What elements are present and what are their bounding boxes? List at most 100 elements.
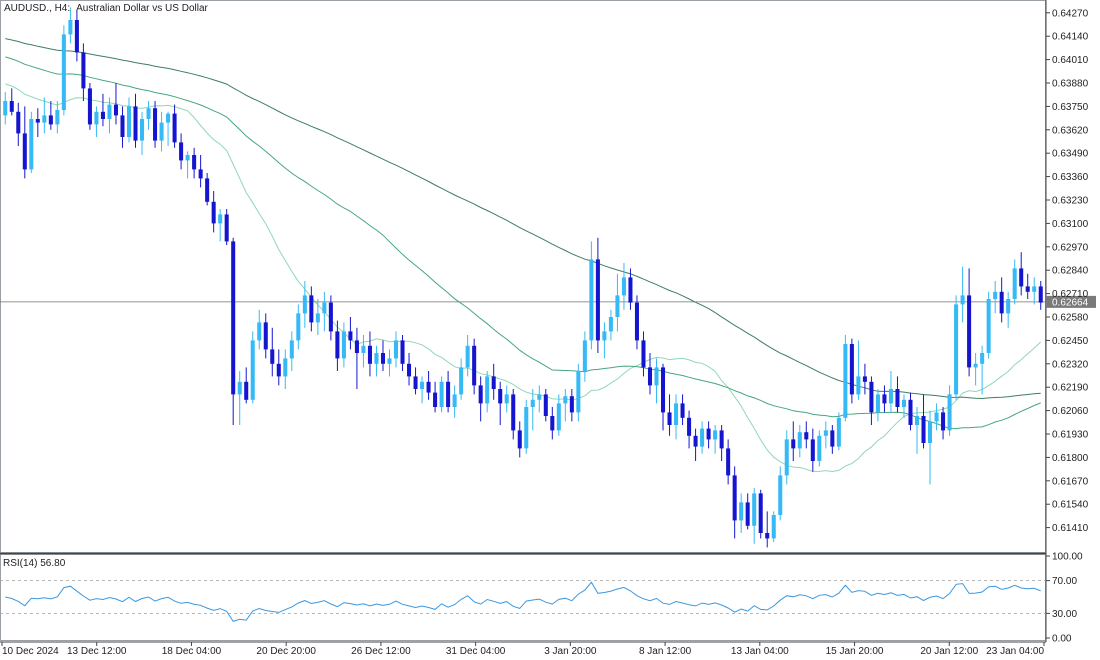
candle-body[interactable] xyxy=(16,111,21,134)
candle-body[interactable] xyxy=(179,142,184,161)
candle-body[interactable] xyxy=(35,119,40,123)
candle-body[interactable] xyxy=(120,115,125,137)
candle-body[interactable] xyxy=(289,340,294,359)
candle-body[interactable] xyxy=(921,416,926,443)
candle-body[interactable] xyxy=(693,435,698,447)
candle-body[interactable] xyxy=(446,381,451,407)
candle-body[interactable] xyxy=(550,416,555,431)
candle-body[interactable] xyxy=(81,52,86,89)
candle-body[interactable] xyxy=(934,412,939,422)
candle-body[interactable] xyxy=(954,304,959,395)
candle-body[interactable] xyxy=(166,113,171,123)
candle-body[interactable] xyxy=(849,344,854,395)
candle-body[interactable] xyxy=(270,349,275,364)
candle-body[interactable] xyxy=(205,178,210,202)
candle-body[interactable] xyxy=(211,201,216,224)
candle-body[interactable] xyxy=(498,389,503,404)
candle-body[interactable] xyxy=(407,363,412,377)
candle-body[interactable] xyxy=(257,322,262,341)
candle-body[interactable] xyxy=(29,119,34,170)
candle-body[interactable] xyxy=(459,367,464,395)
candle-body[interactable] xyxy=(48,115,53,125)
candle-body[interactable] xyxy=(420,381,425,389)
candle-body[interactable] xyxy=(224,214,229,242)
candle-body[interactable] xyxy=(621,277,626,296)
candle-body[interactable] xyxy=(1032,286,1037,292)
candle-body[interactable] xyxy=(309,295,314,323)
candle-body[interactable] xyxy=(993,291,998,299)
candle-body[interactable] xyxy=(608,317,613,332)
candle-body[interactable] xyxy=(537,394,542,400)
candle-body[interactable] xyxy=(94,111,99,125)
candle-body[interactable] xyxy=(595,259,600,341)
candle-body[interactable] xyxy=(315,313,320,323)
candle-body[interactable] xyxy=(87,88,92,125)
candle-body[interactable] xyxy=(218,214,223,224)
candle-body[interactable] xyxy=(511,394,516,431)
candle-body[interactable] xyxy=(491,376,496,389)
candle-body[interactable] xyxy=(1006,299,1011,314)
candle-body[interactable] xyxy=(791,439,796,449)
candle-body[interactable] xyxy=(22,133,27,170)
candle-body[interactable] xyxy=(641,340,646,368)
candle-body[interactable] xyxy=(250,340,255,400)
candle-body[interactable] xyxy=(354,340,359,353)
candle-body[interactable] xyxy=(452,394,457,407)
candle-body[interactable] xyxy=(433,392,438,407)
candle-body[interactable] xyxy=(947,394,952,431)
candle-body[interactable] xyxy=(361,345,366,353)
candle-body[interactable] xyxy=(524,407,529,449)
candle-body[interactable] xyxy=(804,432,809,440)
candle-body[interactable] xyxy=(765,533,770,539)
candle-body[interactable] xyxy=(328,302,333,332)
candle-body[interactable] xyxy=(967,295,972,368)
candle-body[interactable] xyxy=(153,108,158,141)
candle-body[interactable] xyxy=(3,101,8,116)
candle-body[interactable] xyxy=(830,430,835,447)
candle-body[interactable] xyxy=(817,435,822,461)
candle-body[interactable] xyxy=(231,241,236,395)
candle-body[interactable] xyxy=(823,430,828,436)
candle-body[interactable] xyxy=(543,394,548,416)
candle-body[interactable] xyxy=(1019,268,1024,287)
candle-body[interactable] xyxy=(810,439,815,461)
candle-body[interactable] xyxy=(107,104,112,119)
candle-body[interactable] xyxy=(563,396,568,404)
candle-body[interactable] xyxy=(1025,286,1030,292)
candle-body[interactable] xyxy=(244,381,249,400)
candle-body[interactable] xyxy=(901,399,907,407)
candle-body[interactable] xyxy=(895,389,900,407)
candle-body[interactable] xyxy=(862,376,867,382)
candle-body[interactable] xyxy=(888,389,893,404)
candle-body[interactable] xyxy=(374,353,379,364)
candle-body[interactable] xyxy=(647,367,653,386)
candle-body[interactable] xyxy=(875,394,880,413)
candle-body[interactable] xyxy=(68,20,73,35)
candles[interactable] xyxy=(3,7,1043,548)
candle-body[interactable] xyxy=(914,416,920,425)
candle-body[interactable] xyxy=(426,381,431,393)
candle-body[interactable] xyxy=(628,277,633,303)
candle-body[interactable] xyxy=(322,302,327,314)
candle-body[interactable] xyxy=(634,302,639,341)
candle-body[interactable] xyxy=(569,396,574,413)
candle-body[interactable] xyxy=(602,331,607,341)
candle-body[interactable] xyxy=(700,428,705,447)
candle-body[interactable] xyxy=(400,340,405,364)
candle-body[interactable] xyxy=(485,376,490,404)
candle-body[interactable] xyxy=(393,340,399,359)
candle-body[interactable] xyxy=(752,493,757,526)
candle-body[interactable] xyxy=(367,345,372,364)
candle-body[interactable] xyxy=(843,344,848,418)
candle-body[interactable] xyxy=(589,259,594,341)
candle-body[interactable] xyxy=(615,295,620,317)
candle-body[interactable] xyxy=(660,367,666,413)
candle-body[interactable] xyxy=(302,295,307,314)
candle-body[interactable] xyxy=(530,399,535,407)
candle-body[interactable] xyxy=(263,322,268,350)
candle-body[interactable] xyxy=(283,358,288,377)
candle-body[interactable] xyxy=(472,345,477,386)
candle-body[interactable] xyxy=(478,385,483,404)
candle-body[interactable] xyxy=(61,34,66,110)
